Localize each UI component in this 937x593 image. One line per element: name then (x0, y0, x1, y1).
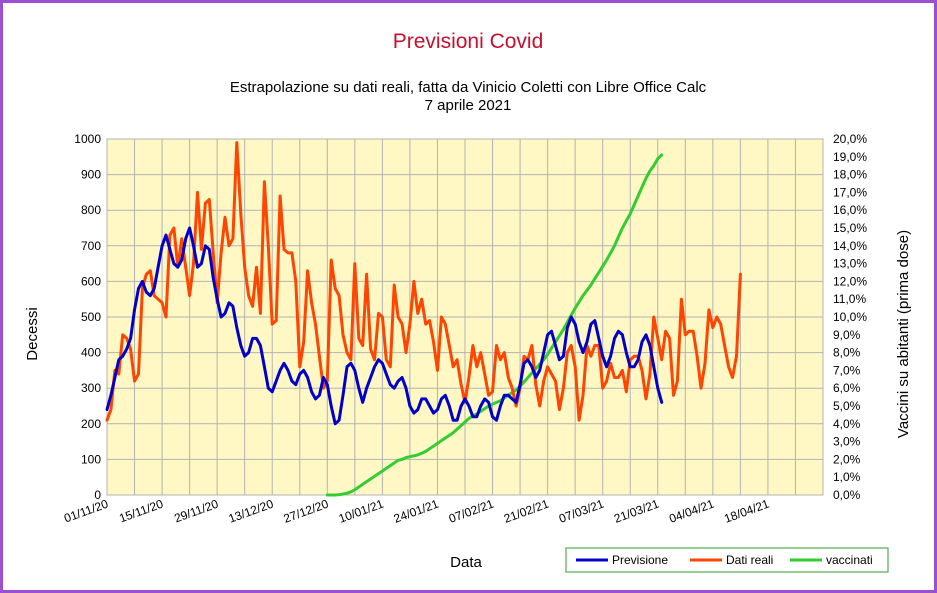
y2-tick-label: 13,0% (833, 257, 867, 271)
chart-title: Previsioni Covid (393, 30, 544, 53)
x-tick-label: 07/02/21 (447, 497, 496, 526)
x-tick-label: 04/04/21 (667, 497, 716, 526)
y-tick-label: 400 (81, 346, 101, 360)
y-tick-label: 600 (81, 274, 101, 288)
y2-tick-label: 5,0% (833, 399, 861, 413)
x-tick-label: 10/01/21 (337, 497, 386, 526)
y2-tick-label: 10,0% (833, 310, 867, 324)
y2-tick-label: 15,0% (833, 221, 867, 235)
y2-tick-label: 11,0% (833, 292, 866, 306)
legend-label-dati-reali: Dati reali (726, 553, 773, 567)
y2-tick-label: 17,0% (833, 185, 867, 199)
x-tick-label: 01/11/20 (62, 497, 110, 526)
legend-label-previsione: Previsione (612, 553, 668, 567)
x-axis-ticks: 01/11/20 15/11/20 29/11/20 13/12/20 27/12/20… (62, 497, 771, 526)
chart-subtitle-line2: 7 aprile 2021 (425, 97, 512, 114)
x-tick-label: 18/04/21 (722, 497, 771, 526)
y2-tick-label: 20,0% (833, 132, 867, 146)
y2-tick-label: 19,0% (833, 150, 867, 164)
y-tick-label: 500 (81, 310, 101, 324)
y2-tick-label: 7,0% (833, 363, 861, 377)
y-tick-label: 200 (81, 417, 101, 431)
y-tick-label: 300 (81, 381, 101, 395)
x-tick-label: 13/12/20 (227, 497, 276, 526)
x-axis-label: Data (450, 554, 482, 571)
x-tick-label: 27/12/20 (282, 497, 331, 526)
y-axis-label: Decessi (24, 307, 41, 360)
y2-tick-label: 18,0% (833, 168, 867, 182)
legend-label-vaccinati: vaccinati (826, 553, 873, 567)
x-tick-label: 21/02/21 (502, 497, 551, 526)
y2-tick-label: 9,0% (833, 328, 861, 342)
y2-tick-label: 14,0% (833, 239, 867, 253)
chart-subtitle-line1: Estrapolazione su dati reali, fatta da V… (230, 79, 707, 96)
series-lines (105, 141, 742, 497)
y-tick-label: 800 (81, 203, 101, 217)
y-axis-ticks: 0 100 200 300 400 500 600 700 800 900 1000 (74, 132, 101, 502)
y-tick-label: 0 (94, 488, 101, 502)
y-tick-label: 100 (81, 452, 101, 466)
y2-tick-label: 8,0% (833, 346, 861, 360)
y2-axis-label: Vaccini su abitanti (prima dose) (895, 230, 912, 438)
x-tick-label: 15/11/20 (117, 497, 165, 526)
y2-axis-ticks: 0,0% 1,0% 2,0% 3,0% 4,0% 5,0% 6,0% 7,0% 8,0% 9,0%… (833, 132, 867, 502)
y2-tick-label: 12,0% (833, 274, 867, 288)
y2-tick-label: 2,0% (833, 452, 861, 466)
series-line-dati-reali (105, 141, 742, 422)
series-line-previsione (105, 226, 664, 426)
y2-tick-label: 3,0% (833, 435, 861, 449)
legend: Previsione Dati reali vaccinati (565, 547, 889, 573)
y2-tick-label: 4,0% (833, 417, 861, 431)
x-tick-label: 21/03/21 (612, 497, 661, 526)
y-tick-label: 1000 (74, 132, 101, 146)
legend-box (565, 547, 889, 573)
y2-tick-label: 0,0% (833, 488, 861, 502)
y-tick-label: 700 (81, 239, 101, 253)
x-tick-label: 29/11/20 (172, 497, 220, 526)
y2-tick-label: 16,0% (833, 203, 867, 217)
series-line-vaccinati (325, 153, 664, 497)
y2-tick-label: 1,0% (833, 470, 861, 484)
x-tick-label: 24/01/21 (392, 497, 441, 526)
x-tick-label: 07/03/21 (557, 497, 606, 526)
y-tick-label: 900 (81, 168, 101, 182)
y2-tick-label: 6,0% (833, 381, 861, 395)
